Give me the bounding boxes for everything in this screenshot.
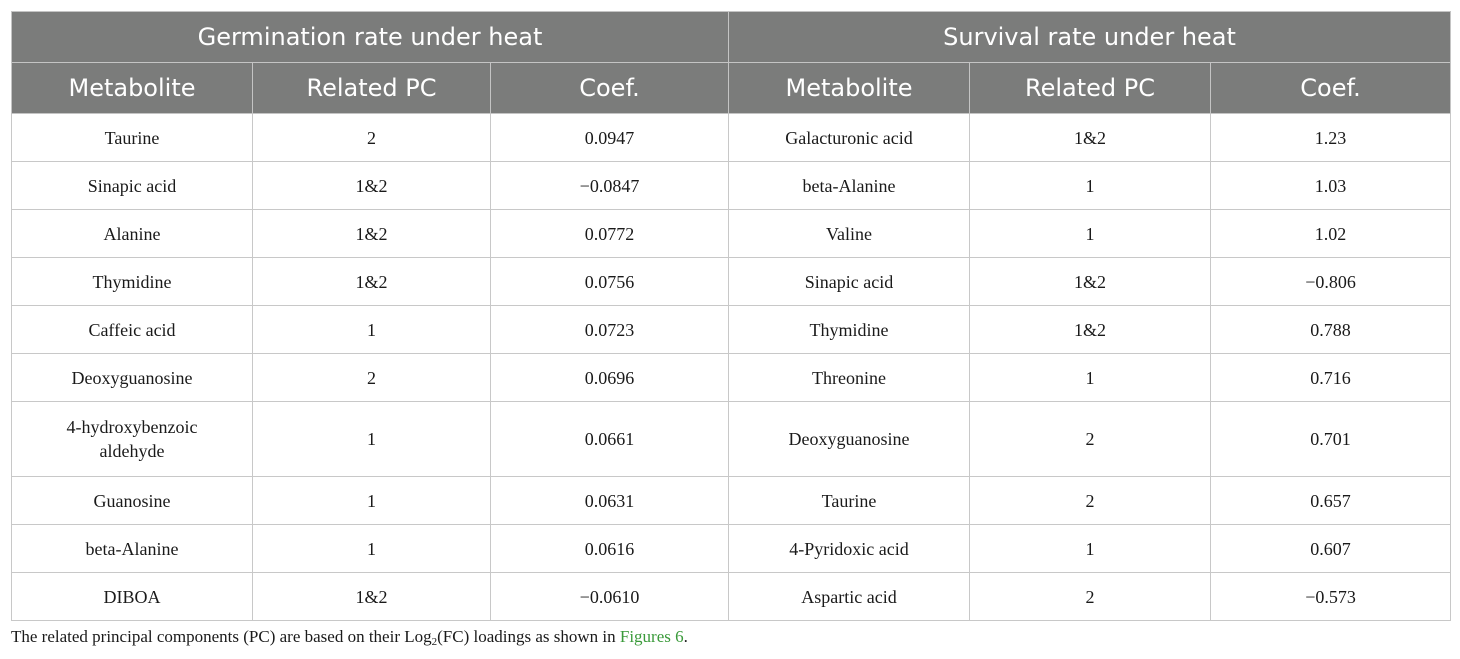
table-row: Deoxyguanosine 2 0.0696 Threonine 1 0.71… <box>11 353 1452 402</box>
table-cell: Threonine <box>728 353 971 402</box>
table-row: Thymidine 1&2 0.0756 Sinapic acid 1&2 −0… <box>11 257 1452 306</box>
column-header: Coef. <box>1210 62 1452 114</box>
column-header: Metabolite <box>728 62 971 114</box>
table-cell: 0.788 <box>1210 305 1452 354</box>
table-cell: 1 <box>969 353 1212 402</box>
table-cell: −0.806 <box>1210 257 1452 306</box>
group-header-row: Germination rate under heat Survival rat… <box>10 11 1452 63</box>
column-header: Related PC <box>252 62 491 114</box>
table-cell: Thymidine <box>728 305 971 354</box>
table-cell: −0.0847 <box>489 161 730 210</box>
footnote-end: . <box>683 627 688 646</box>
table-cell: 1&2 <box>969 113 1212 162</box>
table-row: Sinapic acid 1&2 −0.0847 beta-Alanine 1 … <box>11 161 1452 210</box>
table-cell: 1 <box>252 401 491 477</box>
table-cell: −0.573 <box>1210 572 1452 621</box>
table-row: beta-Alanine 1 0.0616 4-Pyridoxic acid 1… <box>11 524 1452 573</box>
table-cell: DIBOA <box>11 572 253 621</box>
table-row: Alanine 1&2 0.0772 Valine 1 1.02 <box>11 209 1452 258</box>
footnote-subscript: 2 <box>431 636 438 648</box>
column-header: Related PC <box>969 62 1212 114</box>
table-cell: 1&2 <box>969 305 1212 354</box>
table-cell: Aspartic acid <box>728 572 971 621</box>
table-cell: Deoxyguanosine <box>11 353 253 402</box>
table-cell: 0.657 <box>1210 476 1452 525</box>
footnote-text: (FC) loadings as shown in <box>437 627 620 646</box>
table-cell: 1 <box>969 161 1212 210</box>
table-footnote: The related principal components (PC) ar… <box>11 627 688 648</box>
group-header-germination: Germination rate under heat <box>10 11 730 63</box>
table-cell: 1 <box>252 476 491 525</box>
table-cell: 1&2 <box>969 257 1212 306</box>
table-cell: 0.701 <box>1210 401 1452 477</box>
table-cell: 1&2 <box>252 209 491 258</box>
table-row: Caffeic acid 1 0.0723 Thymidine 1&2 0.78… <box>11 305 1452 354</box>
table-cell: Taurine <box>11 113 253 162</box>
table-cell: 0.716 <box>1210 353 1452 402</box>
table-cell: 1 <box>252 524 491 573</box>
table-cell: beta-Alanine <box>728 161 971 210</box>
footnote-text: The related principal components (PC) ar… <box>11 627 432 646</box>
table-cell: 2 <box>252 353 491 402</box>
table-cell: 4-hydroxybenzoic aldehyde <box>11 401 253 477</box>
table-cell: 0.0723 <box>489 305 730 354</box>
table-cell: 0.607 <box>1210 524 1452 573</box>
table-cell: 0.0756 <box>489 257 730 306</box>
metabolite-name: 4-hydroxybenzoic aldehyde <box>66 417 198 461</box>
column-header-row: Metabolite Related PC Coef. Metabolite R… <box>11 62 1452 114</box>
table-cell: Caffeic acid <box>11 305 253 354</box>
table-cell: 0.0772 <box>489 209 730 258</box>
table-cell: 1&2 <box>252 161 491 210</box>
table-cell: beta-Alanine <box>11 524 253 573</box>
table-cell: 1.02 <box>1210 209 1452 258</box>
table-row: 4-hydroxybenzoic aldehyde 1 0.0661 Deoxy… <box>11 401 1452 477</box>
column-header: Coef. <box>489 62 730 114</box>
table-cell: 2 <box>969 476 1212 525</box>
figure-link[interactable]: Figures 6 <box>619 627 684 646</box>
table-cell: Sinapic acid <box>728 257 971 306</box>
table-cell: 2 <box>969 401 1212 477</box>
table-row: DIBOA 1&2 −0.0610 Aspartic acid 2 −0.573 <box>11 572 1452 621</box>
table-cell: 1.03 <box>1210 161 1452 210</box>
table-container: Germination rate under heat Survival rat… <box>10 11 1452 621</box>
table-cell: Deoxyguanosine <box>728 401 971 477</box>
table-cell: −0.0610 <box>489 572 730 621</box>
table-cell: 1&2 <box>252 257 491 306</box>
table-cell: Alanine <box>11 209 253 258</box>
table-cell: Galacturonic acid <box>728 113 971 162</box>
group-header-survival: Survival rate under heat <box>728 11 1452 63</box>
table-cell: Valine <box>728 209 971 258</box>
column-header: Metabolite <box>11 62 253 114</box>
table-row: Guanosine 1 0.0631 Taurine 2 0.657 <box>11 476 1452 525</box>
table-cell: 1&2 <box>252 572 491 621</box>
table-cell: 1.23 <box>1210 113 1452 162</box>
table-cell: Taurine <box>728 476 971 525</box>
table-cell: 0.0661 <box>489 401 730 477</box>
table-cell: Thymidine <box>11 257 253 306</box>
table-cell: Guanosine <box>11 476 253 525</box>
table-row: Taurine 2 0.0947 Galacturonic acid 1&2 1… <box>11 113 1452 162</box>
table-cell: 4-Pyridoxic acid <box>728 524 971 573</box>
table-cell: 1 <box>969 524 1212 573</box>
table-cell: 2 <box>252 113 491 162</box>
table-cell: 0.0631 <box>489 476 730 525</box>
metabolite-table: Germination rate under heat Survival rat… <box>10 11 1452 621</box>
table-cell: 0.0616 <box>489 524 730 573</box>
table-cell: 2 <box>969 572 1212 621</box>
table-cell: 1 <box>969 209 1212 258</box>
table-cell: 0.0947 <box>489 113 730 162</box>
table-cell: 1 <box>252 305 491 354</box>
table-cell: 0.0696 <box>489 353 730 402</box>
table-cell: Sinapic acid <box>11 161 253 210</box>
